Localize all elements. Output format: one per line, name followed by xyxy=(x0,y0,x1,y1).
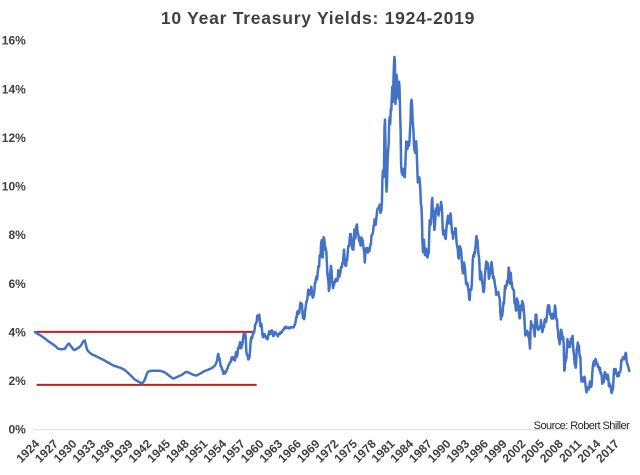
svg-text:4%: 4% xyxy=(8,325,26,339)
svg-text:12%: 12% xyxy=(2,131,26,145)
svg-text:10%: 10% xyxy=(2,180,26,194)
svg-text:2%: 2% xyxy=(8,374,26,388)
svg-text:10 Year Treasury Yields: 1924-: 10 Year Treasury Yields: 1924-2019 xyxy=(161,8,475,28)
svg-text:6%: 6% xyxy=(8,277,26,291)
svg-text:16%: 16% xyxy=(2,34,26,48)
svg-text:14%: 14% xyxy=(2,82,26,96)
svg-text:0%: 0% xyxy=(8,423,26,437)
svg-text:8%: 8% xyxy=(8,228,26,242)
svg-text:Source: Robert Shiller: Source: Robert Shiller xyxy=(534,420,630,432)
